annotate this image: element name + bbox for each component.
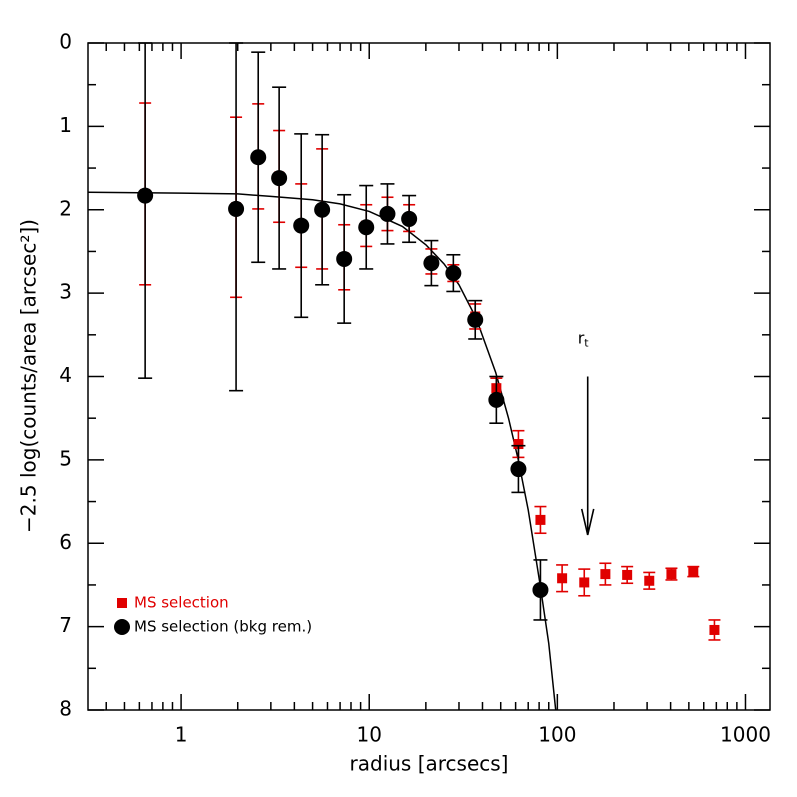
- x-tick-label: 10: [356, 723, 381, 747]
- model-curve: [88, 191, 557, 710]
- y-axis-label: −2.5 log(counts/area [arcsec²]): [17, 219, 41, 533]
- y-tick-label: 5: [59, 446, 72, 470]
- data-point: [467, 311, 484, 328]
- annotation-arrowhead: [580, 508, 595, 536]
- data-point: [445, 265, 462, 282]
- data-point: [488, 391, 505, 408]
- data-point: [688, 566, 699, 577]
- error-bar: [138, 42, 153, 379]
- x-tick-label: 100: [538, 723, 576, 747]
- y-tick-label: 2: [59, 196, 72, 220]
- y-tick-label: 8: [59, 697, 72, 721]
- data-point: [532, 581, 549, 598]
- data-point: [423, 255, 440, 272]
- y-tick-label: 7: [59, 613, 72, 637]
- data-point: [401, 210, 418, 227]
- annotation-text: r: [578, 328, 585, 347]
- y-tick-label: 3: [59, 280, 72, 304]
- data-point: [535, 514, 546, 525]
- y-tick-label: 1: [59, 113, 72, 137]
- data-point: [600, 569, 611, 580]
- legend-marker: [117, 598, 127, 608]
- data-point: [510, 461, 527, 478]
- y-tick-label: 6: [59, 530, 72, 554]
- legend-text: MS selection (bkg rem.): [134, 618, 312, 636]
- data-point: [137, 187, 154, 204]
- y-tick-label: 4: [59, 363, 72, 387]
- legend-marker: [114, 619, 130, 635]
- x-tick-label: 1: [175, 723, 188, 747]
- data-point: [358, 219, 375, 236]
- data-point: [666, 569, 677, 580]
- data-point: [513, 439, 524, 450]
- data-point: [228, 200, 245, 217]
- data-point: [336, 250, 353, 267]
- annotation-label: rt: [578, 328, 590, 350]
- annotation-subscript: t: [584, 337, 589, 350]
- legend-text: MS selection: [134, 594, 229, 612]
- y-tick-label: 0: [59, 30, 72, 54]
- data-point: [293, 217, 310, 234]
- data-point: [622, 569, 633, 580]
- x-tick-label: 1000: [720, 723, 771, 747]
- data-point: [379, 205, 396, 222]
- data-point: [271, 170, 288, 187]
- data-point: [250, 149, 267, 166]
- data-point: [557, 573, 568, 584]
- data-point: [709, 624, 720, 635]
- data-point: [579, 577, 590, 588]
- data-point: [314, 201, 331, 218]
- x-axis-label: radius [arcsecs]: [350, 752, 509, 776]
- data-point: [644, 575, 655, 586]
